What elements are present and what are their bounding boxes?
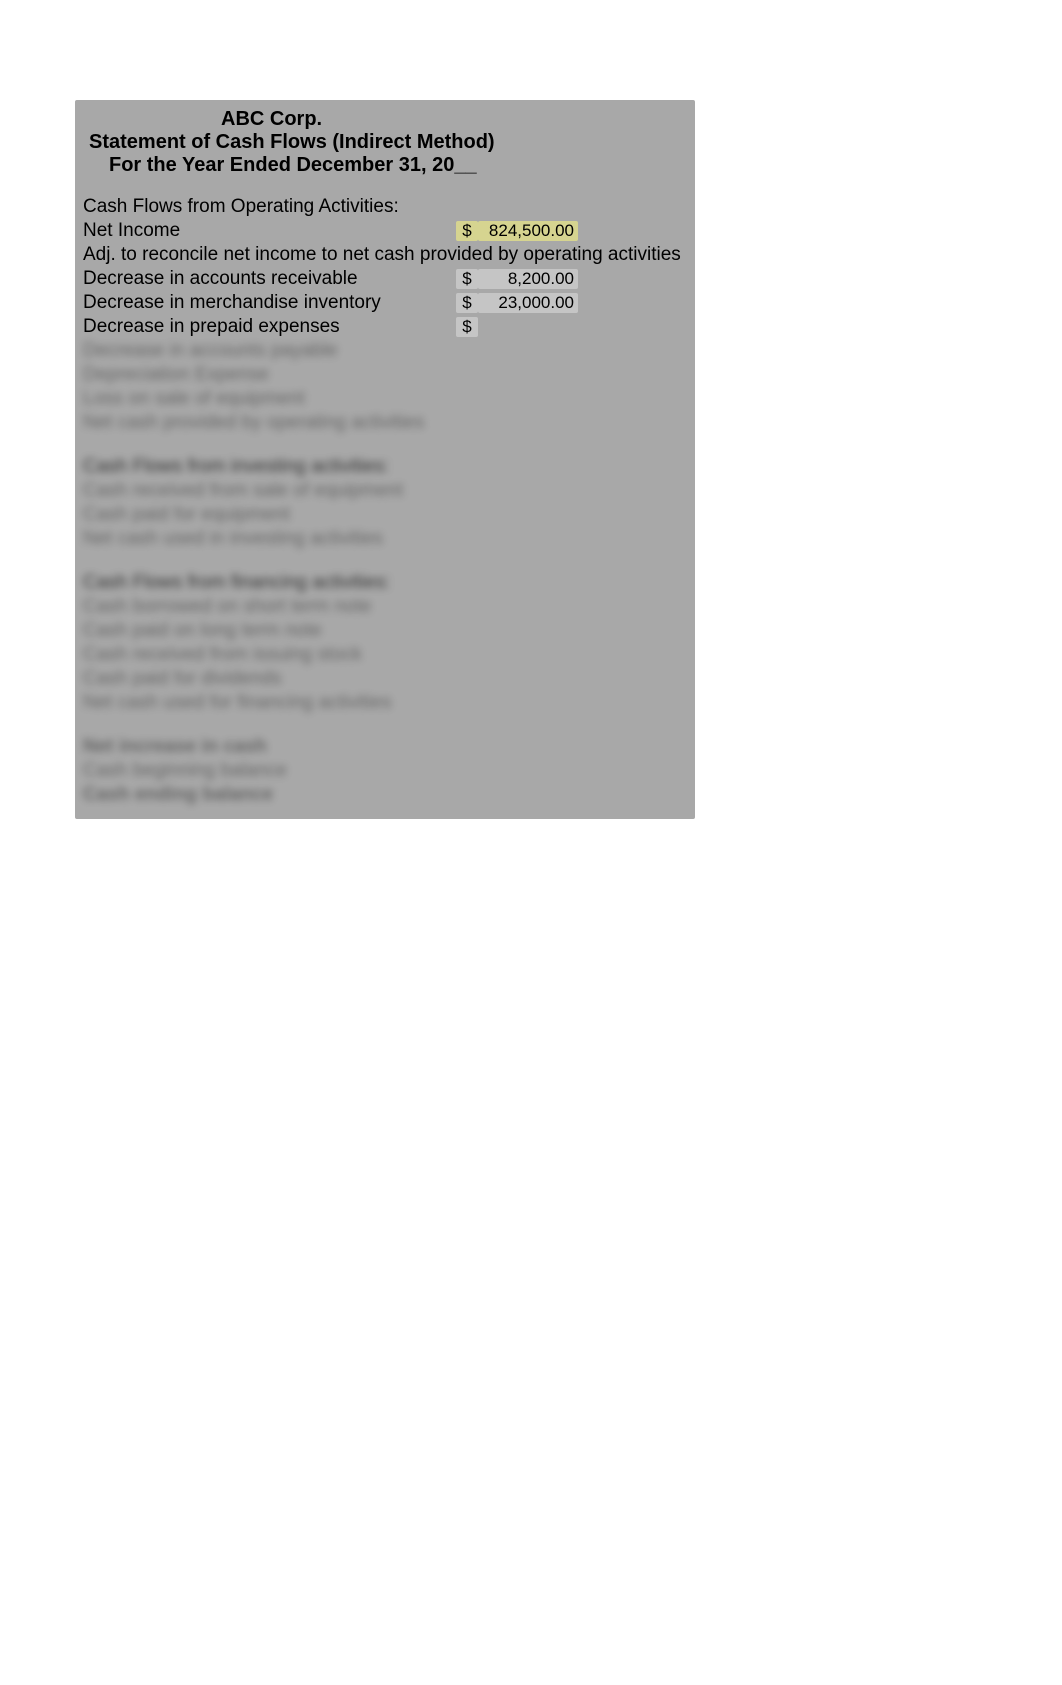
currency-symbol: $ — [456, 293, 478, 313]
financing-item-row: Cash borrowed on short term note — [81, 595, 689, 619]
net-income-label: Net Income — [81, 220, 456, 242]
operating-title: Cash Flows from Operating Activities: — [81, 196, 399, 218]
ending-balance-label: Cash ending balance — [81, 784, 456, 806]
financing-item-label: Cash borrowed on short term note — [81, 596, 456, 618]
beginning-balance-label: Cash beginning balance — [81, 760, 456, 782]
investing-title: Cash Flows from investing activities: — [81, 456, 389, 478]
operating-item-row: Depreciation Expense — [81, 363, 689, 387]
financing-net-row: Net cash used for financing activities — [81, 691, 689, 715]
statement-period: For the Year Ended December 31, 20__ — [81, 154, 689, 177]
currency-symbol: $ — [456, 269, 478, 289]
investing-item-row: Cash received from sale of equipment — [81, 479, 689, 503]
financing-item-label: Cash paid on long term note — [81, 620, 456, 642]
investing-item-row: Cash paid for equipment — [81, 503, 689, 527]
cash-flow-statement: ABC Corp. Statement of Cash Flows (Indir… — [75, 100, 695, 819]
operating-net-label: Net cash provided by operating activitie… — [81, 412, 456, 434]
financing-title: Cash Flows from financing activities: — [81, 572, 390, 594]
operating-section-header: Cash Flows from Operating Activities: — [81, 195, 689, 219]
operating-item-label: Decrease in accounts payable — [81, 340, 456, 362]
net-increase-label: Net increase in cash — [81, 736, 456, 758]
operating-item-row: Decrease in merchandise inventory $ 23,0… — [81, 291, 689, 315]
financing-net-label: Net cash used for financing activities — [81, 692, 456, 714]
net-income-value: 824,500.00 — [478, 221, 578, 241]
operating-net-row: Net cash provided by operating activitie… — [81, 411, 689, 435]
statement-header: ABC Corp. Statement of Cash Flows (Indir… — [81, 108, 689, 177]
adjustments-header-row: Adj. to reconcile net income to net cash… — [81, 243, 689, 267]
financing-item-label: Cash received from issuing stock — [81, 644, 456, 666]
investing-item-label: Cash received from sale of equipment — [81, 480, 456, 502]
currency-symbol: $ — [456, 317, 478, 337]
company-name: ABC Corp. — [81, 108, 689, 131]
operating-item-row: Decrease in accounts receivable $ 8,200.… — [81, 267, 689, 291]
adjustments-label: Adj. to reconcile net income to net cash… — [81, 244, 689, 266]
ending-balance-row: Cash ending balance — [81, 783, 689, 807]
operating-item-row: Decrease in prepaid expenses $ — [81, 315, 689, 339]
financing-item-row: Cash paid on long term note — [81, 619, 689, 643]
operating-item-label: Loss on sale of equipment — [81, 388, 456, 410]
investing-net-row: Net cash used in investing activities — [81, 527, 689, 551]
operating-item-label: Decrease in prepaid expenses — [81, 316, 456, 338]
operating-item-row: Loss on sale of equipment — [81, 387, 689, 411]
statement-title: Statement of Cash Flows (Indirect Method… — [81, 131, 689, 154]
operating-item-value: 23,000.00 — [478, 293, 578, 313]
operating-item-label: Decrease in accounts receivable — [81, 268, 456, 290]
financing-section-header: Cash Flows from financing activities: — [81, 571, 689, 595]
net-increase-row: Net increase in cash — [81, 735, 689, 759]
financing-item-row: Cash received from issuing stock — [81, 643, 689, 667]
net-income-row: Net Income $ 824,500.00 — [81, 219, 689, 243]
investing-item-label: Cash paid for equipment — [81, 504, 456, 526]
beginning-balance-row: Cash beginning balance — [81, 759, 689, 783]
net-income-currency: $ — [456, 221, 478, 241]
operating-item-value: 8,200.00 — [478, 269, 578, 289]
operating-item-label: Depreciation Expense — [81, 364, 456, 386]
financing-item-row: Cash paid for dividends — [81, 667, 689, 691]
financing-item-label: Cash paid for dividends — [81, 668, 456, 690]
investing-net-label: Net cash used in investing activities — [81, 528, 456, 550]
investing-section-header: Cash Flows from investing activities: — [81, 455, 689, 479]
operating-item-row: Decrease in accounts payable — [81, 339, 689, 363]
operating-item-label: Decrease in merchandise inventory — [81, 292, 456, 314]
